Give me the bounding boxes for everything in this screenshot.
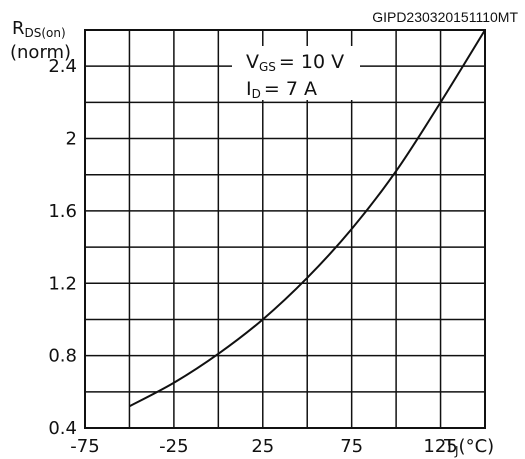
- conditions-box: [232, 46, 360, 100]
- y-axis-label-unit: (norm): [10, 42, 71, 63]
- y-tick-label: 1.6: [48, 201, 77, 222]
- y-tick-label: 2.4: [48, 56, 77, 77]
- x-tick-labels: -75 -25 25 75 125: [70, 436, 457, 457]
- y-tick-label: 2: [66, 129, 77, 150]
- x-axis-label: TJ(°C): [443, 436, 494, 458]
- document-id: GIPD230320151110MT: [372, 9, 518, 25]
- plot-frame: [84, 29, 486, 429]
- vgs-condition: VGS = 10 V: [246, 51, 344, 74]
- x-tick-label: -25: [159, 436, 188, 457]
- y-tick-labels: 0.4 0.8 1.2 1.6 2 2.4: [48, 56, 77, 439]
- x-tick-label: 75: [340, 436, 363, 457]
- y-tick-label: 0.8: [48, 346, 77, 367]
- x-tick-label: 125: [423, 436, 457, 457]
- x-tick-label: 25: [251, 436, 274, 457]
- series-line: [128, 29, 486, 408]
- y-tick-label: 1.2: [48, 273, 77, 294]
- x-tick-label: -75: [70, 436, 99, 457]
- y-tick-label: 0.4: [48, 418, 77, 439]
- y-axis-label: RDS(on): [12, 18, 66, 40]
- id-condition: ID = 7 A: [246, 78, 317, 101]
